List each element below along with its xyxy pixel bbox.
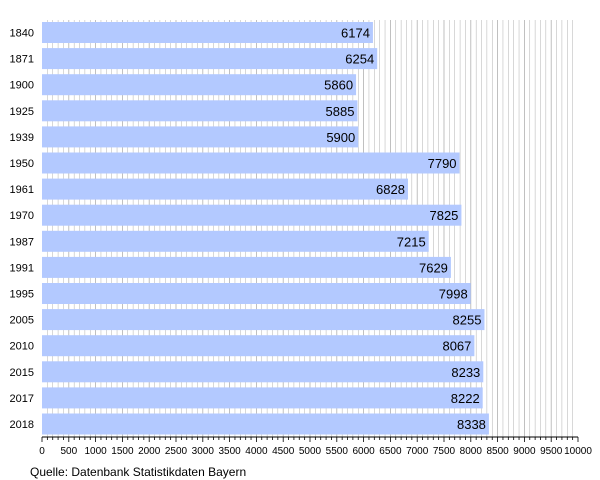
- bar-value-label: 8067: [442, 339, 471, 354]
- bar-value-label: 8233: [451, 365, 480, 380]
- bar: [42, 100, 358, 122]
- x-tick-label: 3000: [192, 446, 215, 457]
- x-tick-label: 1000: [84, 446, 107, 457]
- x-tick-label: 0: [39, 446, 45, 457]
- x-tick-label: 7500: [433, 446, 456, 457]
- category-label: 1961: [10, 184, 34, 196]
- bar-value-label: 6828: [376, 182, 405, 197]
- bar-value-label: 6254: [345, 52, 374, 67]
- bar: [42, 387, 483, 409]
- category-label: 1840: [10, 28, 34, 40]
- bar-value-label: 7998: [439, 287, 468, 302]
- x-tick-label: 7000: [406, 446, 429, 457]
- bar: [42, 335, 475, 357]
- bar: [42, 22, 373, 43]
- category-label: 2018: [10, 419, 34, 431]
- category-label: 2010: [10, 341, 34, 353]
- category-label: 2015: [10, 367, 34, 379]
- x-tick-label: 6500: [379, 446, 402, 457]
- bar: [42, 413, 489, 435]
- bar-value-label: 7790: [428, 156, 457, 171]
- bar: [42, 178, 408, 200]
- bar-value-label: 7629: [419, 260, 448, 275]
- x-tick-label: 2000: [138, 446, 161, 457]
- x-tick-label: 2500: [165, 446, 188, 457]
- bar-value-label: 7825: [429, 208, 458, 223]
- x-tick-label: 500: [60, 446, 77, 457]
- category-label: 1991: [10, 262, 34, 274]
- x-tick-label: 8500: [486, 446, 509, 457]
- bar-value-label: 5885: [326, 104, 355, 119]
- category-label: 1987: [10, 236, 34, 248]
- category-label: 1950: [10, 158, 34, 170]
- x-tick-label: 5000: [299, 446, 322, 457]
- bar-value-label: 8338: [457, 417, 486, 432]
- x-axis: 0 500 1000 1500 2000 2500 3000 3500 4000 4500 5000…: [39, 436, 592, 457]
- category-label: 2017: [10, 393, 34, 405]
- bar-value-label: 5860: [324, 78, 353, 93]
- x-tick-label: 10000: [564, 446, 592, 457]
- category-label: 1939: [10, 132, 34, 144]
- bar: [42, 309, 485, 331]
- category-label: 1995: [10, 289, 34, 301]
- category-label: 2005: [10, 315, 34, 327]
- x-tick-label: 1500: [111, 446, 134, 457]
- bar: [42, 126, 359, 148]
- bar: [42, 256, 451, 278]
- category-label: 1900: [10, 80, 34, 92]
- x-tick-label: 4000: [245, 446, 268, 457]
- category-label: 1925: [10, 106, 34, 118]
- category-label: 1871: [10, 54, 34, 66]
- x-tick-label: 6000: [352, 446, 375, 457]
- bar-value-label: 8222: [451, 391, 480, 406]
- x-tick-label: 9500: [540, 446, 563, 457]
- bar: [42, 152, 460, 174]
- bar: [42, 283, 471, 304]
- x-tick-label: 5500: [326, 446, 349, 457]
- bar: [42, 361, 484, 383]
- bar-value-label: 6174: [341, 26, 370, 41]
- bar-value-label: 7215: [397, 234, 426, 249]
- x-tick-label: 3500: [218, 446, 241, 457]
- x-tick-label: 8000: [460, 446, 483, 457]
- bar-value-label: 5900: [326, 130, 355, 145]
- bar: [42, 230, 429, 252]
- bar-value-label: 8255: [453, 313, 482, 328]
- x-tick-label: 9000: [513, 446, 536, 457]
- category-label: 1970: [10, 210, 34, 222]
- bar: [42, 74, 357, 96]
- bar: [42, 48, 378, 70]
- bar: [42, 204, 462, 226]
- y-axis-labels: 1840 1871 1900 1925 1939 1950 1961 1970 1987 1991…: [10, 28, 34, 432]
- x-tick-label: 4500: [272, 446, 295, 457]
- source-caption: Quelle: Datenbank Statistikdaten Bayern: [30, 465, 246, 479]
